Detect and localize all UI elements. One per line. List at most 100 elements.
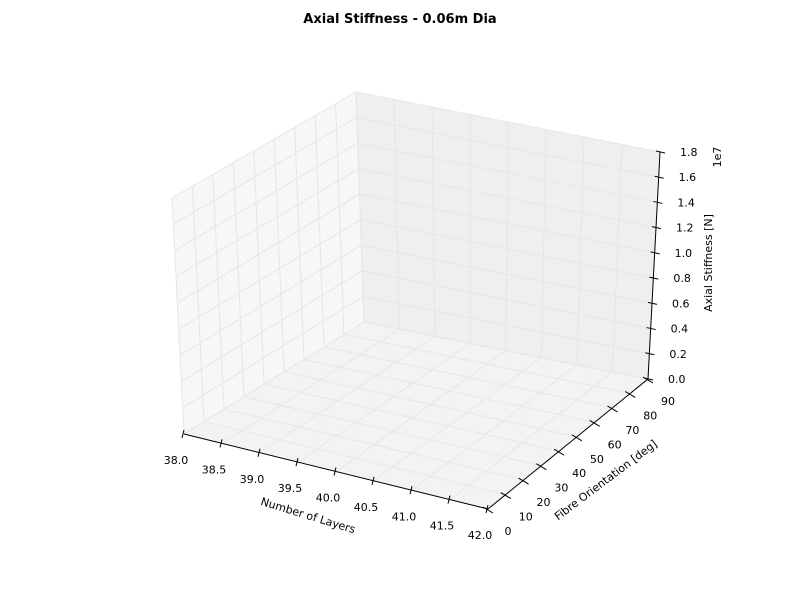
- x-tick-label: 40.0: [316, 492, 341, 505]
- x-tick-label: 38.0: [164, 454, 189, 467]
- back-left-pane: [172, 92, 364, 434]
- z-gridline-right: [358, 168, 657, 229]
- x-tick-label: 41.0: [392, 510, 417, 523]
- z-tick-mark: [651, 226, 662, 230]
- z-tick-label: 1.8: [680, 146, 698, 159]
- y-gridline-back: [314, 115, 325, 347]
- x-tick-mark: [371, 476, 375, 485]
- z-gridline-left: [173, 117, 358, 225]
- x-gridline-floor: [449, 371, 613, 501]
- x-gridline-floor: [411, 364, 578, 491]
- z-gridline-right: [360, 219, 654, 279]
- axis-edges: [183, 151, 661, 510]
- y-tick-label: 80: [643, 409, 657, 422]
- z-tick-label: 0.0: [668, 373, 686, 386]
- x-tick-label: 39.0: [240, 473, 265, 486]
- z-axis-offset-label: 1e7: [711, 147, 724, 168]
- z-tick-mark: [647, 301, 658, 305]
- x-tick-mark: [181, 429, 185, 439]
- z-tick-mark: [653, 200, 663, 204]
- z-tick-label: 0.8: [673, 272, 691, 285]
- z-tick-mark: [643, 377, 654, 381]
- x-gridline-floor: [297, 342, 471, 463]
- x-tick-label: 41.5: [430, 520, 455, 533]
- y-tick-label: 20: [537, 496, 551, 509]
- z-gridline-right: [359, 193, 655, 254]
- z-gridline-left: [183, 321, 365, 435]
- z-tick-mark: [649, 276, 659, 280]
- z-tick-label: 0.2: [669, 348, 687, 361]
- z-gridline-left: [171, 91, 357, 199]
- y-gridline-floor: [263, 383, 560, 452]
- z-gridline-right: [362, 270, 651, 330]
- x-gridline-back: [541, 129, 547, 358]
- z-gridline-left: [182, 296, 364, 409]
- y-tick-mark: [624, 391, 636, 398]
- z-gridline-left: [179, 244, 362, 356]
- z-gridline-left: [181, 270, 363, 382]
- z-tick-label: 1.2: [676, 222, 694, 235]
- y-gridline-back: [273, 139, 285, 372]
- z-gridline-right: [363, 321, 649, 380]
- y-gridline-floor: [283, 371, 577, 438]
- y-gridline-floor: [203, 421, 506, 496]
- y-tick-label: 40: [572, 467, 586, 480]
- y-tick-label: 10: [519, 511, 533, 524]
- y-gridline-back: [253, 150, 265, 385]
- y-gridline-back: [212, 174, 225, 410]
- y-tick-mark: [536, 463, 547, 471]
- z-tick-mark: [650, 251, 660, 255]
- x-gridline-floor: [259, 335, 436, 454]
- x-gridline-back: [469, 114, 471, 344]
- y-gridline-floor: [303, 358, 595, 423]
- back-right-pane: [356, 92, 660, 379]
- y-gridline-floor: [323, 346, 613, 409]
- y-tick-mark: [482, 506, 494, 514]
- y-tick-label: 0: [505, 525, 512, 538]
- x-gridline-floor: [373, 357, 542, 482]
- z-gridline-left: [175, 168, 359, 278]
- y-axis-line: [487, 378, 649, 510]
- y-tick-mark: [553, 448, 565, 456]
- z-tick-label: 1.4: [677, 196, 695, 209]
- x-tick-label: 40.5: [354, 501, 379, 514]
- x-axis-line: [183, 433, 489, 510]
- x-tick-mark: [333, 467, 337, 476]
- x-axis-label: Number of Layers: [259, 495, 357, 536]
- y-gridline-floor: [343, 333, 631, 394]
- z-gridline-right: [361, 244, 653, 304]
- y-tick-mark: [518, 477, 529, 485]
- y-gridline-floor: [243, 396, 542, 467]
- x-gridline-back: [505, 121, 509, 351]
- x-gridline-back: [612, 144, 623, 372]
- z-tick-label: 1.6: [679, 171, 697, 184]
- x-tick-label: 42.0: [468, 529, 493, 542]
- z-gridline-right: [363, 295, 650, 355]
- z-tick-label: 0.4: [671, 323, 689, 336]
- x-tick-mark: [219, 439, 223, 448]
- y-tick-label: 50: [590, 453, 604, 466]
- y-tick-mark: [607, 405, 618, 413]
- y-tick-mark: [589, 419, 600, 427]
- z-tick-label: 1.0: [675, 247, 693, 260]
- z-gridline-right: [357, 142, 658, 203]
- y-tick-mark: [500, 492, 512, 499]
- y-tick-label: 30: [554, 482, 568, 495]
- z-gridline-left: [177, 193, 360, 304]
- y-gridline-back: [294, 127, 305, 360]
- z-gridline-left: [174, 142, 359, 251]
- z-axis-line: [647, 151, 661, 380]
- z-axis-label: Axial Stiffness [N]: [702, 214, 715, 312]
- z-tick-mark: [646, 327, 656, 331]
- x-tick-label: 38.5: [202, 463, 227, 476]
- y-axis-label: Fibre Orientation [deg]: [552, 437, 660, 523]
- x-tick-mark: [409, 486, 413, 495]
- y-gridline-back: [171, 197, 185, 435]
- x-gridline-back: [576, 136, 585, 365]
- z-tick-label: 0.6: [672, 297, 690, 310]
- x-gridline-floor: [335, 350, 507, 472]
- x-tick-mark: [257, 448, 261, 457]
- z-gridline-right: [355, 91, 661, 153]
